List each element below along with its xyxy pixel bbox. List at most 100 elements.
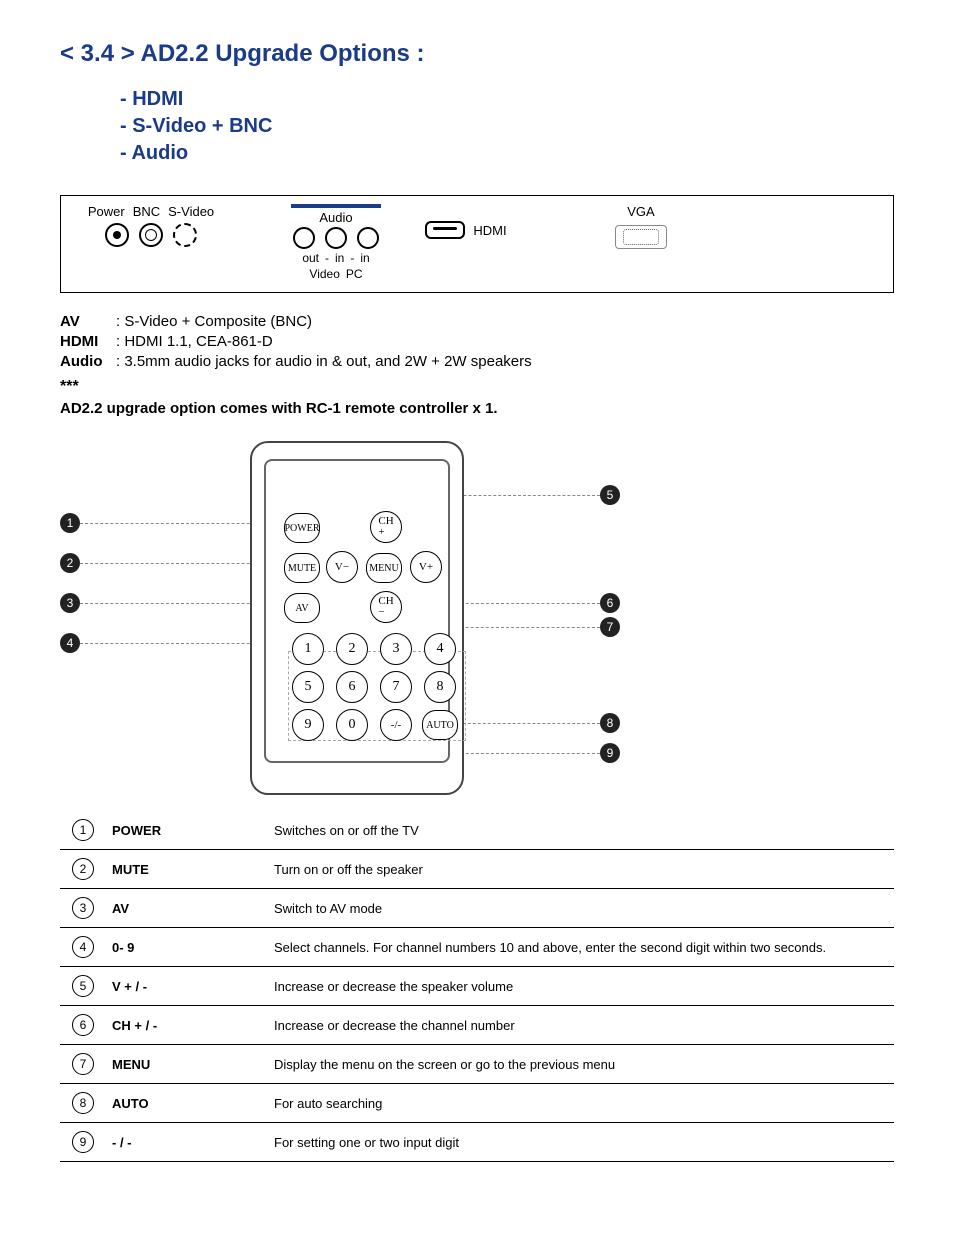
spec-hdmi-v: : HDMI 1.1, CEA-861-D <box>116 333 273 350</box>
table-row: 2MUTETurn on or off the speaker <box>60 850 894 889</box>
row-desc: Increase or decrease the speaker volume <box>268 967 894 1006</box>
row-num: 8 <box>72 1092 94 1114</box>
btn-7[interactable]: 7 <box>380 671 412 703</box>
option-hdmi: - HDMI <box>120 88 894 111</box>
row-num: 7 <box>72 1053 94 1075</box>
upgrade-options: - HDMI - S-Video + BNC - Audio <box>120 88 894 165</box>
row-desc: Switch to AV mode <box>268 889 894 928</box>
btn-ch-dn[interactable]: CH − <box>370 591 402 623</box>
row-key: AUTO <box>106 1084 268 1123</box>
callout-8: 8 <box>600 713 620 733</box>
callout-2: 2 <box>60 553 80 573</box>
lbl-video: Video <box>309 267 339 281</box>
page-title: < 3.4 > AD2.2 Upgrade Options : <box>60 40 894 68</box>
btn-2[interactable]: 2 <box>336 633 368 665</box>
row-key: MENU <box>106 1045 268 1084</box>
row-key: CH + / - <box>106 1006 268 1045</box>
hdmi-slot-icon <box>425 221 465 239</box>
label-power: Power <box>88 204 125 219</box>
label-hdmi: HDMI <box>473 223 506 238</box>
row-num: 3 <box>72 897 94 919</box>
btn-3[interactable]: 3 <box>380 633 412 665</box>
row-desc: Select channels. For channel numbers 10 … <box>268 928 894 967</box>
table-row: 8 AUTOFor auto searching <box>60 1084 894 1123</box>
table-row: 40- 9Select channels. For channel number… <box>60 928 894 967</box>
callout-6: 6 <box>600 593 620 613</box>
row-key: POWER <box>106 811 268 850</box>
row-desc: Display the menu on the screen or go to … <box>268 1045 894 1084</box>
row-desc: Increase or decrease the channel number <box>268 1006 894 1045</box>
spec-audio-k: Audio <box>60 353 116 370</box>
btn-4[interactable]: 4 <box>424 633 456 665</box>
btn-v-minus[interactable]: V− <box>326 551 358 583</box>
row-num: 5 <box>72 975 94 997</box>
row-desc: Switches on or off the TV <box>268 811 894 850</box>
row-num: 6 <box>72 1014 94 1036</box>
port-panel: Power BNC S-Video Audio out - in - in Vi… <box>60 195 894 293</box>
lbl-dash1: - <box>325 251 329 265</box>
row-key: 0- 9 <box>106 928 268 967</box>
row-key: - / - <box>106 1123 268 1162</box>
remote-body: POWER CH + MUTE V− MENU V+ AV CH − 1 2 3… <box>250 441 464 795</box>
row-num: 9 <box>72 1131 94 1153</box>
btn-dash[interactable]: -/- <box>380 709 412 741</box>
lbl-in1: in <box>335 251 344 265</box>
audio-out-icon <box>293 227 315 249</box>
btn-av[interactable]: AV <box>284 593 320 623</box>
label-bnc: BNC <box>133 204 160 219</box>
btn-5[interactable]: 5 <box>292 671 324 703</box>
row-desc: For auto searching <box>268 1084 894 1123</box>
btn-ch-up[interactable]: CH + <box>370 511 402 543</box>
audio-in-video-icon <box>325 227 347 249</box>
spec-hdmi-k: HDMI <box>60 333 116 350</box>
table-row: 9 - / -For setting one or two input digit <box>60 1123 894 1162</box>
leader-8 <box>448 723 600 725</box>
btn-0[interactable]: 0 <box>336 709 368 741</box>
lbl-pc: PC <box>346 267 363 281</box>
row-desc: For setting one or two input digit <box>268 1123 894 1162</box>
table-row: 6 CH + / -Increase or decrease the channe… <box>60 1006 894 1045</box>
function-table: 1POWERSwitches on or off the TV 2MUTETur… <box>60 811 894 1162</box>
row-key: AV <box>106 889 268 928</box>
lbl-dash2: - <box>350 251 354 265</box>
lbl-out: out <box>302 251 319 265</box>
audio-sublabels-1: out - in - in <box>261 251 411 265</box>
label-svideo: S-Video <box>168 204 214 219</box>
callout-1: 1 <box>60 513 80 533</box>
audio-in-pc-icon <box>357 227 379 249</box>
option-audio: - Audio <box>120 142 894 165</box>
upgrade-note: AD2.2 upgrade option comes with RC-1 rem… <box>60 400 894 417</box>
callout-3: 3 <box>60 593 80 613</box>
spec-av-k: AV <box>60 313 116 330</box>
table-row: 3 AVSwitch to AV mode <box>60 889 894 928</box>
stars: *** <box>60 378 894 396</box>
spec-list: AV: S-Video + Composite (BNC) HDMI: HDMI… <box>60 313 894 370</box>
btn-8[interactable]: 8 <box>424 671 456 703</box>
btn-1[interactable]: 1 <box>292 633 324 665</box>
lbl-in2: in <box>360 251 369 265</box>
btn-9[interactable]: 9 <box>292 709 324 741</box>
btn-v-plus[interactable]: V+ <box>410 551 442 583</box>
remote-inner: POWER CH + MUTE V− MENU V+ AV CH − 1 2 3… <box>264 459 450 763</box>
row-num: 2 <box>72 858 94 880</box>
audio-sublabels-2: Video PC <box>261 267 411 281</box>
callout-4: 4 <box>60 633 80 653</box>
label-audio: Audio <box>261 210 411 225</box>
btn-6[interactable]: 6 <box>336 671 368 703</box>
audio-bar <box>291 204 381 208</box>
table-row: 7 MENUDisplay the menu on the screen or g… <box>60 1045 894 1084</box>
btn-mute[interactable]: MUTE <box>284 553 320 583</box>
svideo-port-icon <box>173 223 197 247</box>
bnc-port-icon <box>139 223 163 247</box>
callout-9: 9 <box>600 743 620 763</box>
option-svideo-bnc: - S-Video + BNC <box>120 115 894 138</box>
spec-av-v: : S-Video + Composite (BNC) <box>116 313 312 330</box>
btn-menu[interactable]: MENU <box>366 553 402 583</box>
remote-diagram: 1 2 3 4 5 6 7 8 9 POWER CH + MUTE V− MEN… <box>60 441 894 801</box>
row-key: V + / - <box>106 967 268 1006</box>
callout-5: 5 <box>600 485 620 505</box>
btn-power[interactable]: POWER <box>284 513 320 543</box>
btn-auto[interactable]: AUTO <box>422 710 458 740</box>
row-desc: Turn on or off the speaker <box>268 850 894 889</box>
label-vga: VGA <box>561 204 721 219</box>
